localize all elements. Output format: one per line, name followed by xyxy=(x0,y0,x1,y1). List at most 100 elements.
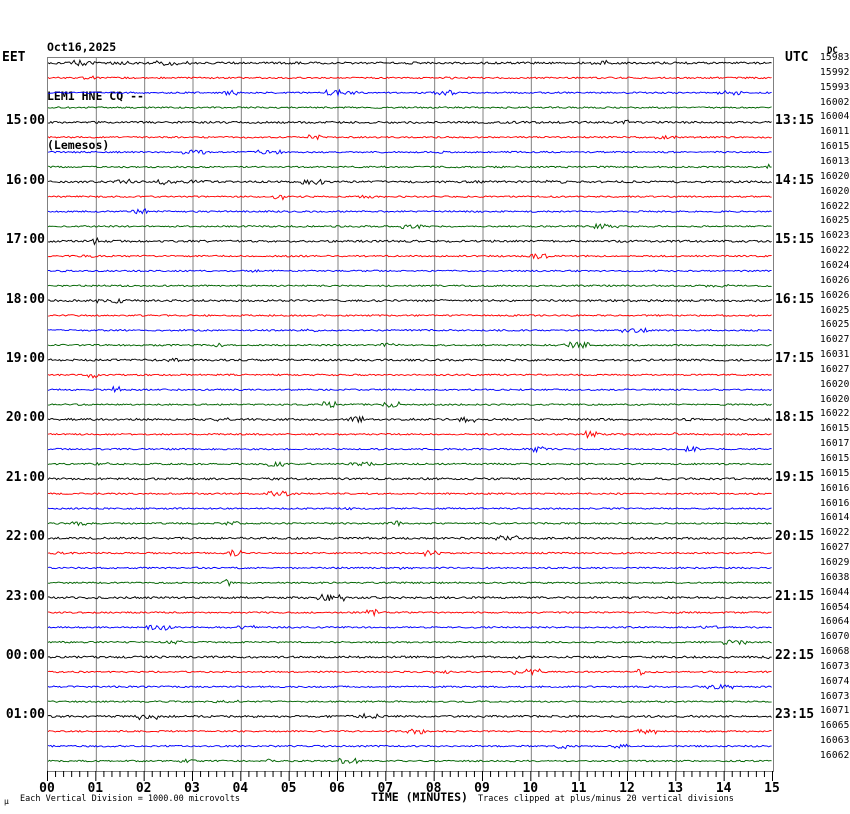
x-axis-ticks xyxy=(47,771,773,781)
dc-offset-value: 16026 xyxy=(820,274,850,286)
helicorder-plot-area xyxy=(47,57,774,772)
dc-offset-value: 16016 xyxy=(820,497,850,509)
seismic-trace xyxy=(48,624,772,631)
seismic-trace xyxy=(48,253,772,260)
dc-offset-value: 16004 xyxy=(820,111,850,123)
x-axis-tick-label: 13 xyxy=(667,781,684,796)
utc-time-label: 14:15 xyxy=(775,172,815,188)
seismic-trace xyxy=(48,208,772,215)
dc-offset-value: 16015 xyxy=(820,141,850,153)
seismic-trace xyxy=(48,58,772,67)
utc-time-label: 22:15 xyxy=(775,648,815,663)
dc-offset-value: 16020 xyxy=(820,393,850,405)
micro-symbol: μ xyxy=(4,797,9,806)
seismic-trace xyxy=(48,88,772,98)
eet-time-label: 23:00 xyxy=(5,588,45,604)
dc-offset-value: 16015 xyxy=(820,453,850,464)
seismic-trace xyxy=(48,593,772,603)
x-axis-tick-label: 14 xyxy=(715,781,732,796)
seismic-trace xyxy=(48,477,772,481)
x-axis-tick-label: 12 xyxy=(619,781,635,796)
utc-time-label: 17:15 xyxy=(775,351,815,366)
dc-offset-value: 16064 xyxy=(820,616,850,628)
right-axis-title: UTC xyxy=(785,50,809,65)
dc-offset-value: 16020 xyxy=(820,185,850,197)
utc-time-label: 16:15 xyxy=(775,291,815,307)
seismic-trace xyxy=(48,385,772,394)
eet-time-label: 16:00 xyxy=(5,172,45,188)
eet-time-label: 00:00 xyxy=(5,648,45,663)
dc-offset-value: 16022 xyxy=(820,408,850,420)
utc-time-label: 23:15 xyxy=(775,707,815,723)
dc-offset-value: 16044 xyxy=(820,586,850,598)
dc-offset-value: 16027 xyxy=(820,542,850,554)
dc-offset-value: 16063 xyxy=(820,735,850,747)
dc-offset-value: 16025 xyxy=(820,319,850,331)
eet-time-label: 18:00 xyxy=(5,291,45,307)
title-date: Oct16,2025 xyxy=(47,39,117,54)
seismic-trace xyxy=(48,639,772,646)
seismic-trace xyxy=(48,429,772,439)
clip-note: Traces clipped at plus/minus 20 vertical… xyxy=(478,794,734,804)
dc-offset-value: 16031 xyxy=(820,349,850,360)
dc-offset-value: 16025 xyxy=(820,304,850,316)
dc-offset-value: 16025 xyxy=(820,215,850,227)
dc-offset-value: 16002 xyxy=(820,96,850,108)
dc-offset-value: 16073 xyxy=(820,660,850,672)
eet-time-label: 21:00 xyxy=(5,469,45,485)
dc-offset-value: 16014 xyxy=(820,512,850,524)
x-axis-tick-label: 10 xyxy=(522,781,539,796)
seismic-trace xyxy=(48,445,772,454)
dc-offset-value: 15993 xyxy=(820,81,850,93)
dc-offset-value: 16026 xyxy=(820,289,850,301)
seismic-trace xyxy=(48,712,772,721)
seismic-trace xyxy=(48,326,772,334)
seismic-trace xyxy=(48,578,772,588)
dc-offset-value: 16062 xyxy=(820,750,850,761)
dc-offset-value: 16020 xyxy=(820,378,850,390)
eet-time-label: 01:00 xyxy=(5,707,45,723)
dc-offset-value: 16071 xyxy=(820,705,850,717)
dc-offset-value: 16011 xyxy=(820,126,850,138)
utc-time-label: 13:15 xyxy=(775,113,815,129)
utc-time-label: 15:15 xyxy=(775,232,815,248)
seismic-trace xyxy=(48,534,772,541)
dc-offset-value: 16022 xyxy=(820,527,850,539)
eet-time-label: 20:00 xyxy=(5,410,45,426)
seismic-trace xyxy=(48,222,772,230)
utc-time-label: 18:15 xyxy=(775,410,815,426)
dc-offset-value: 16027 xyxy=(820,334,850,346)
dc-offset-value: 16054 xyxy=(820,601,850,613)
dc-offset-value: 16017 xyxy=(820,438,850,450)
dc-offset-value: 16023 xyxy=(820,230,850,242)
x-axis-tick-label: 00 xyxy=(39,781,55,796)
dc-offset-value: 16015 xyxy=(820,467,850,479)
seismic-trace xyxy=(48,178,772,186)
x-axis-tick-label: 03 xyxy=(184,781,200,796)
dc-column-title: DC xyxy=(827,46,838,56)
dc-offset-value: 16022 xyxy=(820,245,850,257)
dc-offset-value: 16027 xyxy=(820,363,850,375)
dc-offset-value: 16029 xyxy=(820,556,850,568)
dc-offset-value: 15983 xyxy=(820,52,850,63)
seismic-trace xyxy=(48,699,772,704)
seismic-trace xyxy=(48,269,772,273)
dc-offset-value: 16073 xyxy=(820,690,850,702)
dc-offset-value: 15992 xyxy=(820,66,850,78)
seismic-trace xyxy=(48,400,772,408)
eet-time-label: 19:00 xyxy=(5,351,45,366)
eet-time-label: 15:00 xyxy=(5,113,45,129)
seismic-trace xyxy=(48,134,772,141)
seismic-trace xyxy=(48,163,772,170)
x-axis-tick-label: 05 xyxy=(280,781,297,796)
eet-time-label: 22:00 xyxy=(5,529,45,545)
dc-offset-value: 16020 xyxy=(820,170,850,182)
seismic-trace xyxy=(48,357,772,363)
dc-offset-value: 16068 xyxy=(820,646,850,657)
dc-offset-value: 16015 xyxy=(820,423,850,435)
seismic-trace xyxy=(48,106,772,109)
seismic-trace xyxy=(48,460,772,467)
seismic-trace xyxy=(48,655,772,660)
seismic-trace xyxy=(48,373,772,379)
